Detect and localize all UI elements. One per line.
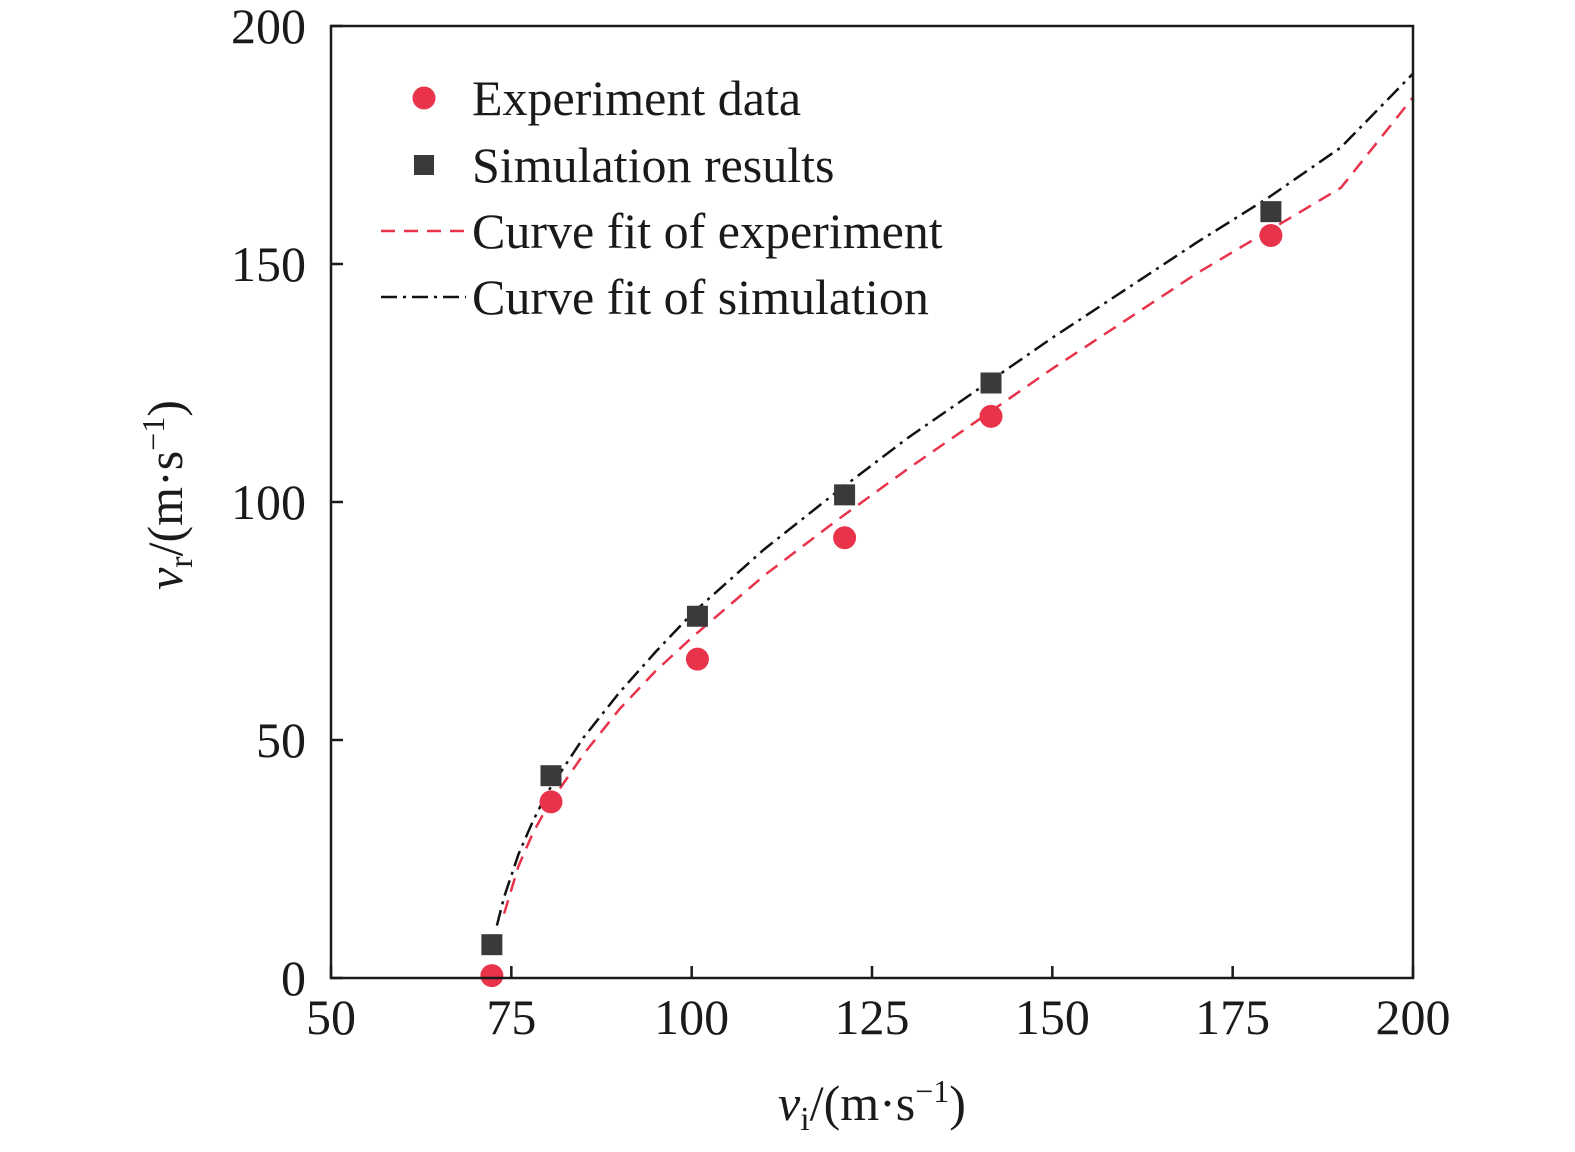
fit-curve-dash-dot [495, 72, 1414, 926]
legend-label: Simulation results [472, 137, 835, 193]
experiment-point [685, 647, 709, 671]
x-tick-label: 100 [654, 989, 729, 1045]
x-tick-label: 50 [306, 989, 356, 1045]
experiment-point [539, 790, 563, 814]
x-tick-label: 75 [486, 989, 536, 1045]
experiment-point [833, 526, 857, 550]
simulation-point [1260, 201, 1282, 223]
y-tick-label: 0 [281, 950, 306, 1006]
legend-label: Curve fit of simulation [472, 269, 929, 325]
legend-label: Curve fit of experiment [472, 203, 943, 259]
x-tick-label: 175 [1195, 989, 1270, 1045]
y-tick-label: 50 [256, 712, 306, 768]
x-tick-label: 150 [1015, 989, 1090, 1045]
simulation-point [686, 605, 708, 627]
x-tick-label: 125 [835, 989, 910, 1045]
experiment-point [1259, 223, 1283, 247]
legend-square-marker [414, 155, 434, 175]
legend: Experiment data Simulation results Curve f… [381, 70, 943, 325]
y-tick-label: 150 [231, 236, 306, 292]
legend-label: Experiment data [472, 70, 801, 126]
fit-curve-dashed [502, 96, 1414, 915]
x-tick-label: 200 [1376, 989, 1451, 1045]
experiment-point [480, 964, 504, 988]
legend-circle-marker [412, 86, 436, 110]
simulation-point [481, 934, 503, 956]
y-axis-label: vr/(m·s−1) [135, 400, 200, 590]
simulation-point [834, 484, 856, 506]
y-tick-label: 200 [231, 0, 306, 54]
series-layer [480, 72, 1414, 988]
simulation-point [980, 372, 1002, 394]
experiment-point [979, 404, 1003, 428]
y-tick-label: 100 [231, 474, 306, 530]
simulation-point [540, 765, 562, 787]
x-axis-label: vi/(m·s−1) [778, 1073, 966, 1138]
